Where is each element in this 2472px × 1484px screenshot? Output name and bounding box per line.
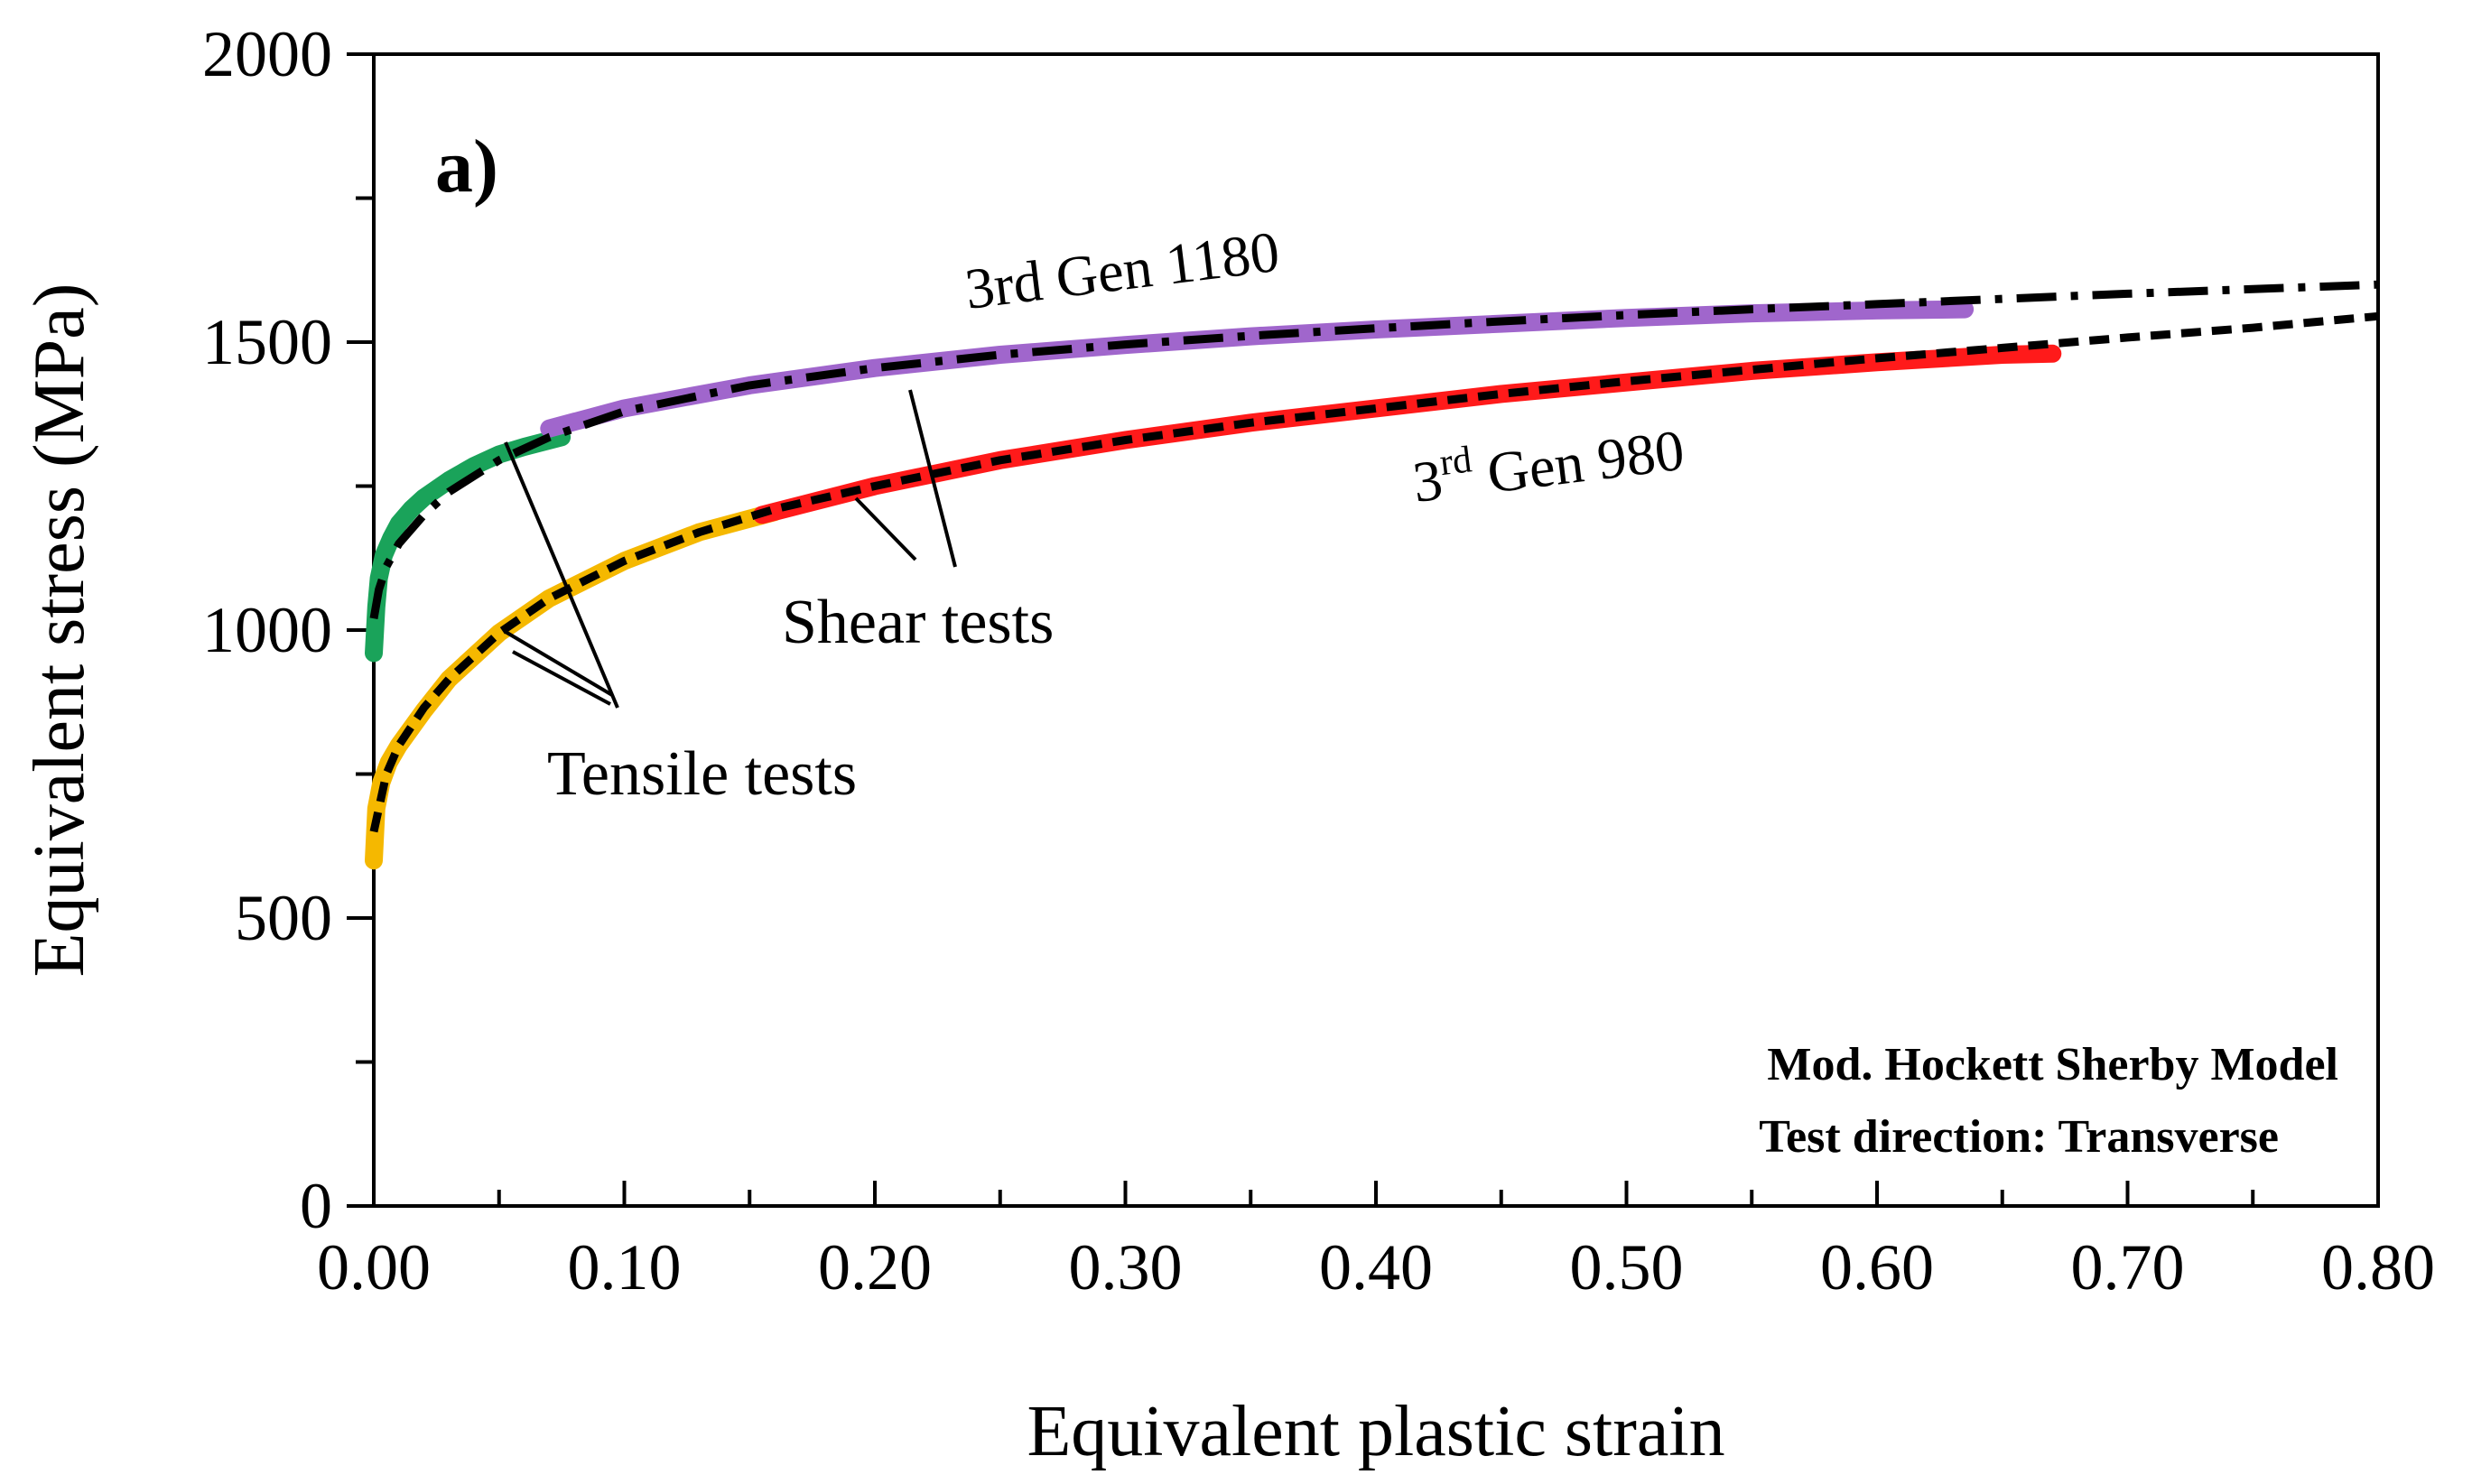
panel-label: a) [435, 125, 498, 209]
shear-tests-label: Shear tests [782, 588, 1054, 657]
series-3rd-gen-980-shear-test [753, 344, 2062, 524]
series-label-980: 3rd Gen 980 [1408, 413, 1687, 515]
plot-area-frame [372, 52, 2380, 1208]
info-model-name: Mod. Hockett Sherby Model [1767, 1039, 2338, 1090]
y-tick-label: 1000 [202, 594, 332, 666]
x-tick-label: 0.70 [2071, 1231, 2185, 1303]
x-tick-label: 0.80 [2321, 1231, 2435, 1303]
x-tick-label: 0.30 [1069, 1231, 1183, 1303]
series-model-fit-3rd-gen-1180 [369, 280, 2379, 619]
leader-line [854, 496, 917, 561]
x-axis-ticks: 0.00 0.10 0.20 0.30 0.40 0.50 0.60 0.70 0.80 [317, 1181, 2435, 1303]
y-axis-title: Equivalent stress (MPa) [20, 283, 99, 978]
x-tick-label: 0.10 [568, 1231, 682, 1303]
y-tick-label: 500 [235, 882, 332, 954]
info-test-direction: Test direction: Transverse [1759, 1111, 2279, 1163]
leader-line [504, 441, 619, 709]
x-tick-label: 0.40 [1319, 1231, 1433, 1303]
series-label-980-rest: Gen 980 [1470, 418, 1688, 507]
series-label-1180: 3rd Gen 1180 [962, 219, 1283, 321]
x-tick-label: 0.20 [818, 1231, 932, 1303]
leader-line [504, 630, 614, 697]
y-tick-label: 1500 [202, 306, 332, 378]
x-tick-label: 0.00 [317, 1231, 431, 1303]
y-axis-ticks: 0 500 1000 1500 2000 [202, 18, 374, 1242]
x-axis-title: Equivalent plastic strain [1027, 1392, 1724, 1471]
y-tick-label: 0 [300, 1170, 332, 1242]
tensile-tests-label: Tensile tests [547, 739, 857, 809]
series-3rd-gen-1180-tensile-test [365, 428, 572, 663]
series-layer [365, 280, 2379, 870]
leader-line [908, 389, 957, 568]
leader-line [512, 650, 611, 706]
series-label-980-superscript: rd [1437, 439, 1473, 484]
annotation-leader-lines [504, 389, 957, 709]
series-model-fit-3rd-gen-980 [369, 311, 2379, 833]
x-tick-label: 0.60 [1820, 1231, 1934, 1303]
x-tick-label: 0.50 [1570, 1231, 1684, 1303]
y-tick-label: 2000 [202, 18, 332, 90]
